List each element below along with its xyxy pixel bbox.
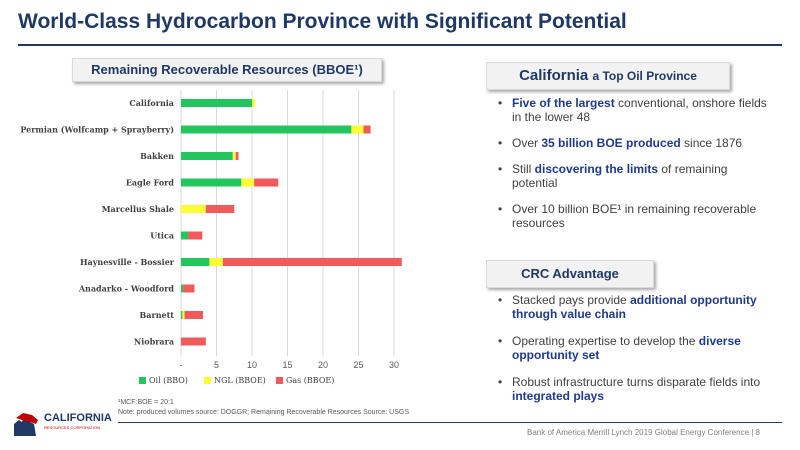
category-label: Barnett bbox=[140, 310, 175, 320]
bar-segment bbox=[235, 152, 239, 160]
crc-bullet: Robust infrastructure turns disparate fi… bbox=[498, 375, 768, 403]
bar-segment bbox=[181, 337, 206, 346]
chart-header: Remaining Recoverable Resources (BBOE¹) bbox=[72, 58, 382, 82]
category-label: Eagle Ford bbox=[126, 178, 175, 188]
bar-segment bbox=[181, 99, 252, 107]
crc-bullet-list: Stacked pays provide additional opportun… bbox=[498, 293, 768, 416]
bar-segment bbox=[363, 125, 371, 134]
logo-subtitle: RESOURCES CORPORATION bbox=[44, 425, 100, 430]
california-bullet: Five of the largest conventional, onshor… bbox=[498, 96, 768, 124]
bar-segment bbox=[241, 178, 255, 187]
bullet-text: Stacked pays provide bbox=[512, 293, 631, 307]
x-tick-label: - bbox=[180, 360, 183, 370]
chart-category-labels: California Permian (Wolfcamp + Sprayberry… bbox=[20, 98, 174, 347]
logo-name: CALIFORNIA bbox=[44, 412, 112, 424]
bar-segment bbox=[209, 258, 223, 266]
bar-segment bbox=[205, 205, 235, 213]
legend-label: NGL (BBOE) bbox=[214, 376, 266, 385]
category-label: Marcellus Shale bbox=[102, 204, 174, 214]
bar-segment bbox=[188, 231, 203, 240]
x-tick-label: 10 bbox=[247, 360, 257, 370]
company-logo: CALIFORNIA RESOURCES CORPORATION bbox=[10, 408, 120, 444]
bullet-highlight: discovering the limits bbox=[534, 162, 659, 176]
bar-segment bbox=[232, 152, 236, 160]
category-label: Utica bbox=[150, 231, 174, 241]
crc-bullet: Operating expertise to develop the diver… bbox=[498, 334, 768, 362]
category-label: Haynesville - Bossier bbox=[80, 257, 175, 267]
california-bullet-list: Five of the largest conventional, onshor… bbox=[498, 96, 768, 242]
bar-segment bbox=[181, 311, 183, 319]
chart-legend: Oil (BBO) NGL (BBOE) Gas (BBOE) bbox=[139, 376, 334, 385]
bar-segment bbox=[181, 284, 184, 293]
title-divider bbox=[18, 44, 782, 46]
bullet-highlight: Five of the largest bbox=[512, 96, 615, 110]
bullet-text: Over bbox=[512, 136, 542, 150]
crc-bullet: Stacked pays provide additional opportun… bbox=[498, 293, 768, 321]
bar-segment bbox=[222, 258, 402, 266]
bar-segment bbox=[181, 205, 206, 213]
california-header: California a Top Oil Province bbox=[486, 62, 730, 90]
bar-segment bbox=[252, 99, 255, 107]
legend-label: Gas (BBOE) bbox=[286, 376, 334, 385]
x-tick-label: 30 bbox=[389, 360, 399, 370]
category-label: Bakken bbox=[140, 151, 174, 161]
bullet-highlight: integrated plays bbox=[512, 389, 605, 403]
california-bullet: Still discovering the limits of remainin… bbox=[498, 162, 768, 190]
bullet-text: Operating expertise to develop the bbox=[512, 334, 699, 348]
footer-conference-text: Bank of America Merrill Lynch 2019 Globa… bbox=[526, 428, 760, 437]
category-label: Niobrara bbox=[134, 337, 174, 347]
x-tick-label: 5 bbox=[214, 360, 219, 370]
legend-label: Oil (BBO) bbox=[149, 376, 188, 385]
bar-segment bbox=[181, 152, 233, 160]
chart-gridlines bbox=[180, 90, 395, 356]
bullet-text: of remaining potential bbox=[512, 162, 728, 190]
bear-state-icon bbox=[14, 413, 38, 436]
bullet-text: Still bbox=[512, 162, 535, 176]
chart-bars bbox=[181, 99, 402, 346]
california-bullet: Over 35 billion BOE produced since 1876 bbox=[498, 136, 768, 150]
bar-segment bbox=[182, 311, 185, 319]
x-tick-label: 25 bbox=[353, 360, 363, 370]
legend-swatch bbox=[139, 377, 146, 384]
category-label: Anadarko - Woodford bbox=[78, 284, 175, 294]
bullet-text: Over 10 billion BOE¹ in remaining recove… bbox=[512, 202, 757, 230]
bar-segment bbox=[181, 258, 210, 266]
x-tick-label: 20 bbox=[318, 360, 328, 370]
california-header-rest: a Top Oil Province bbox=[592, 69, 697, 83]
california-header-main: California bbox=[519, 67, 589, 84]
bullet-text: since 1876 bbox=[680, 136, 743, 150]
legend-swatch bbox=[204, 377, 211, 384]
category-label: Permian (Wolfcamp + Sprayberry) bbox=[20, 125, 174, 135]
footnote-mcf-ratio: ¹MCF:BOE = 20:1 bbox=[118, 399, 174, 406]
bar-segment bbox=[181, 178, 242, 187]
bar-segment bbox=[351, 125, 364, 134]
california-bullet: Over 10 billion BOE¹ in remaining recove… bbox=[498, 202, 768, 230]
bullet-highlight: additional opportunity through value cha… bbox=[512, 293, 757, 321]
bullet-highlight: diverse opportunity set bbox=[512, 334, 741, 362]
footnote-sources: Note: produced volumes source: DOGGR; Re… bbox=[118, 409, 410, 416]
chart-x-ticks: - 5 10 15 20 25 30 bbox=[180, 360, 400, 370]
bar-segment bbox=[183, 284, 195, 293]
x-tick-label: 15 bbox=[282, 360, 292, 370]
bar-segment bbox=[254, 178, 279, 187]
slide-title: World-Class Hydrocarbon Province with Si… bbox=[18, 10, 627, 33]
legend-swatch bbox=[276, 377, 283, 384]
category-label: California bbox=[129, 98, 174, 108]
crc-advantage-header: CRC Advantage bbox=[486, 260, 654, 288]
bullet-highlight: 35 billion BOE produced bbox=[541, 136, 681, 150]
footer-divider bbox=[118, 422, 782, 423]
bar-segment bbox=[181, 125, 352, 134]
bar-segment bbox=[184, 311, 204, 319]
bullet-text: Robust infrastructure turns disparate fi… bbox=[512, 375, 761, 389]
bar-segment bbox=[181, 231, 189, 240]
bullet-text: conventional, onshore fields in the lowe… bbox=[512, 96, 767, 124]
